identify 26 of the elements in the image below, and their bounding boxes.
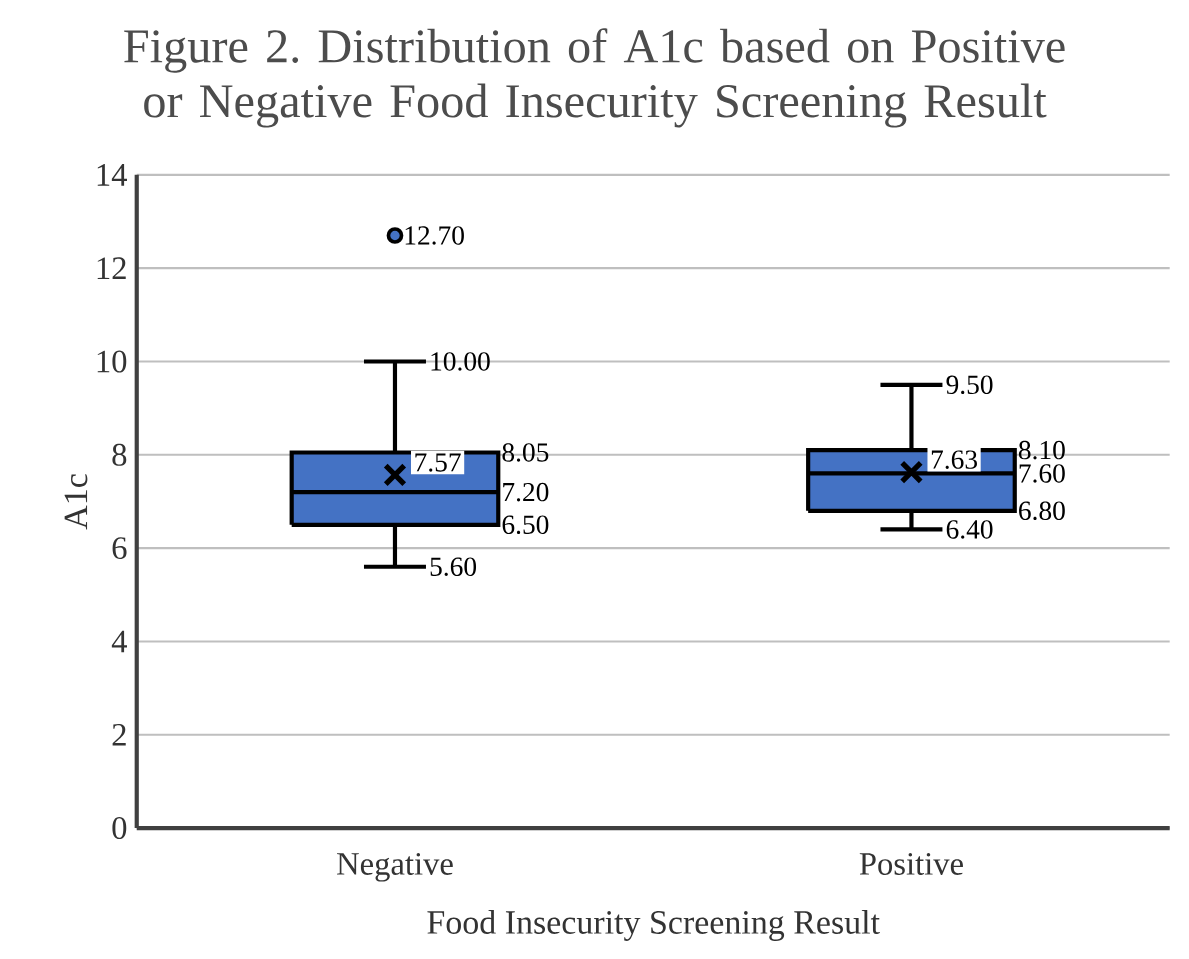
- y-tick-label: 4: [111, 630, 127, 653]
- x-axis-title: Food Insecurity Screening Result: [427, 909, 880, 941]
- annotation: 7.57: [415, 453, 461, 472]
- y-tick-label: 0: [112, 817, 127, 840]
- y-tick-label: 10: [97, 350, 127, 373]
- y-tick-label: 12: [97, 257, 126, 279]
- y-tick-label: 6: [112, 537, 127, 560]
- annotation: 8.05: [502, 443, 549, 462]
- annotation: 6.40: [946, 520, 993, 539]
- annotation: 7.63: [931, 450, 977, 469]
- annotation: 5.60: [430, 557, 477, 577]
- y-tick-label: 14: [97, 164, 127, 186]
- annotation: 8.10: [1018, 440, 1065, 460]
- annotation: 9.50: [946, 375, 993, 395]
- annotation: 6.50: [502, 515, 549, 535]
- annotation: 10.00: [431, 352, 490, 371]
- y-tick-label: 2: [112, 723, 126, 746]
- chart-title: Figure 2. Distribution of A1c based on Positive or Negative Food Insecurity Screening Result: [124, 28, 1065, 128]
- x-tick-label: Negative: [337, 852, 453, 882]
- annotation: 12.70: [405, 226, 464, 245]
- annotation: 7.60: [1019, 464, 1065, 483]
- annotation: 7.20: [503, 482, 549, 502]
- annotation: 6.80: [1019, 501, 1065, 521]
- x-tick-label: Positive: [859, 852, 963, 875]
- y-tick-label: 8: [112, 443, 127, 466]
- y-axis-title: A1c: [64, 474, 88, 530]
